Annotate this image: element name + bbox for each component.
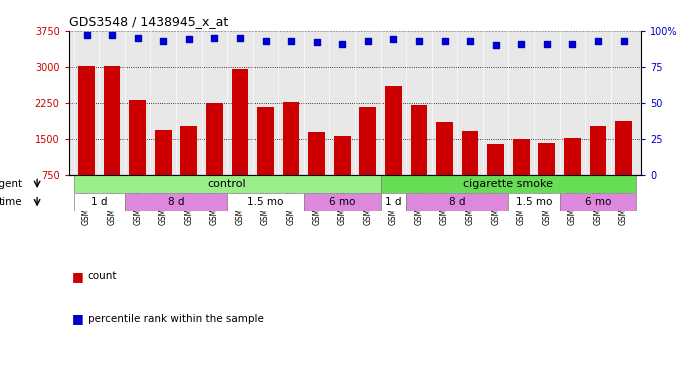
Bar xyxy=(206,103,223,175)
Bar xyxy=(308,132,325,175)
Text: count: count xyxy=(88,271,117,281)
Text: 1.5 mo: 1.5 mo xyxy=(516,197,552,207)
Bar xyxy=(381,193,406,211)
Text: 6 mo: 6 mo xyxy=(584,197,611,207)
Bar xyxy=(615,121,632,175)
Point xyxy=(541,41,552,47)
Bar xyxy=(406,193,508,211)
Text: 6 mo: 6 mo xyxy=(329,197,355,207)
Bar xyxy=(564,138,580,175)
Bar xyxy=(513,139,530,175)
Text: ■: ■ xyxy=(72,270,84,283)
Bar xyxy=(73,175,381,193)
Point xyxy=(337,41,348,47)
Bar xyxy=(155,129,172,175)
Text: 8 d: 8 d xyxy=(449,197,466,207)
Bar xyxy=(385,86,402,175)
Point xyxy=(183,36,194,42)
Bar xyxy=(78,66,95,175)
Text: 8 d: 8 d xyxy=(168,197,185,207)
Point xyxy=(618,38,629,44)
Point xyxy=(285,38,296,44)
Text: 1 d: 1 d xyxy=(91,197,108,207)
Point xyxy=(414,38,425,44)
Point xyxy=(209,35,220,41)
Bar xyxy=(73,193,125,211)
Text: ■: ■ xyxy=(72,312,84,325)
Text: control: control xyxy=(208,179,246,189)
Bar xyxy=(304,193,381,211)
Bar xyxy=(487,144,504,175)
Point xyxy=(593,38,604,44)
Point xyxy=(311,39,322,45)
Bar xyxy=(590,126,606,175)
Bar xyxy=(125,193,227,211)
Point xyxy=(260,38,271,44)
Point xyxy=(158,38,169,44)
Bar xyxy=(462,131,478,175)
Bar xyxy=(508,193,560,211)
Text: 1.5 mo: 1.5 mo xyxy=(248,197,284,207)
Bar xyxy=(560,193,637,211)
Text: GDS3548 / 1438945_x_at: GDS3548 / 1438945_x_at xyxy=(69,15,228,28)
Point xyxy=(132,35,143,41)
Point xyxy=(362,38,373,44)
Text: agent: agent xyxy=(0,179,23,189)
Text: 1 d: 1 d xyxy=(385,197,401,207)
Point xyxy=(106,32,117,38)
Bar xyxy=(104,66,120,175)
Bar xyxy=(411,105,427,175)
Bar xyxy=(359,107,376,175)
Bar xyxy=(130,100,146,175)
Point xyxy=(235,35,246,41)
Text: time: time xyxy=(0,197,23,207)
Bar xyxy=(232,69,248,175)
Point xyxy=(490,42,501,48)
Bar xyxy=(539,143,555,175)
Point xyxy=(516,41,527,47)
Point xyxy=(567,41,578,47)
Point xyxy=(464,38,475,44)
Point xyxy=(439,38,450,44)
Bar xyxy=(257,108,274,175)
Bar xyxy=(180,126,197,175)
Bar xyxy=(381,175,637,193)
Text: percentile rank within the sample: percentile rank within the sample xyxy=(88,314,263,324)
Point xyxy=(81,32,92,38)
Bar xyxy=(283,102,299,175)
Text: cigarette smoke: cigarette smoke xyxy=(464,179,554,189)
Bar xyxy=(334,136,351,175)
Point xyxy=(388,36,399,42)
Bar xyxy=(436,122,453,175)
Bar xyxy=(227,193,304,211)
